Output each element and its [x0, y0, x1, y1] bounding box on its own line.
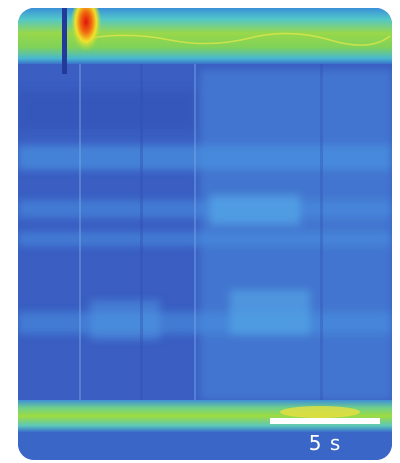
scale-bar-label: 5 s: [309, 431, 342, 455]
page: 5 s (() => { const data = JSON.parse(doc…: [0, 0, 400, 463]
hot-spot: [70, 0, 102, 58]
scale-bar: [270, 418, 380, 424]
bottom-peak: [280, 406, 360, 418]
heatmap: [18, 0, 392, 460]
dark-streak: [62, 8, 67, 74]
kymograph-figure: 5 s: [0, 0, 400, 463]
